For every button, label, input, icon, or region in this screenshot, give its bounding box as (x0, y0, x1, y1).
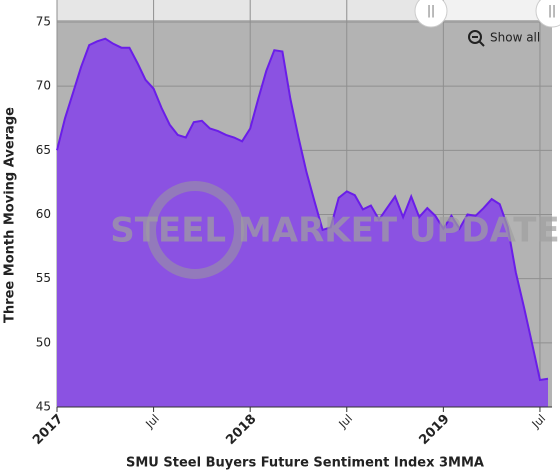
watermark: STEEL MARKET UPDATE (110, 211, 559, 251)
y-tick-label: 55 (36, 271, 51, 285)
x-tick-label: 2019 (416, 412, 452, 448)
x-tick-label: Jul (336, 412, 355, 431)
navigator-range (430, 0, 552, 20)
y-tick-label: 70 (36, 79, 51, 93)
y-tick-label: 65 (36, 143, 51, 157)
y-tick-label: 45 (36, 400, 51, 414)
navigator-handle[interactable] (535, 0, 560, 28)
zoom-icon (468, 30, 482, 44)
handle-grip: || (427, 4, 435, 18)
y-tick-label: 60 (36, 207, 51, 221)
navigator-handle[interactable] (414, 0, 448, 28)
watermark-logo (146, 181, 244, 279)
x-tick-label: 2017 (30, 412, 66, 448)
area-fill (57, 38, 548, 407)
area-line (56, 37, 549, 382)
zoom-icon (478, 40, 485, 47)
y-tick-label: 75 (36, 15, 51, 29)
y-tick-label: 50 (36, 335, 51, 349)
chart-title: SMU Steel Buyers Future Sentiment Index … (126, 456, 484, 471)
reset-zoom-label[interactable]: Show all (490, 31, 540, 45)
reset-zoom-button[interactable]: Show all (468, 30, 540, 47)
x-tick-label: Jul (529, 412, 548, 431)
watermark-group: STEEL MARKET UPDATE (110, 181, 560, 279)
x-tick-label: Jul (143, 412, 162, 431)
x-tick-label: 2018 (223, 412, 259, 448)
y-axis-label: Three Month Moving Average (3, 107, 18, 323)
handle-grip: || (548, 4, 556, 18)
